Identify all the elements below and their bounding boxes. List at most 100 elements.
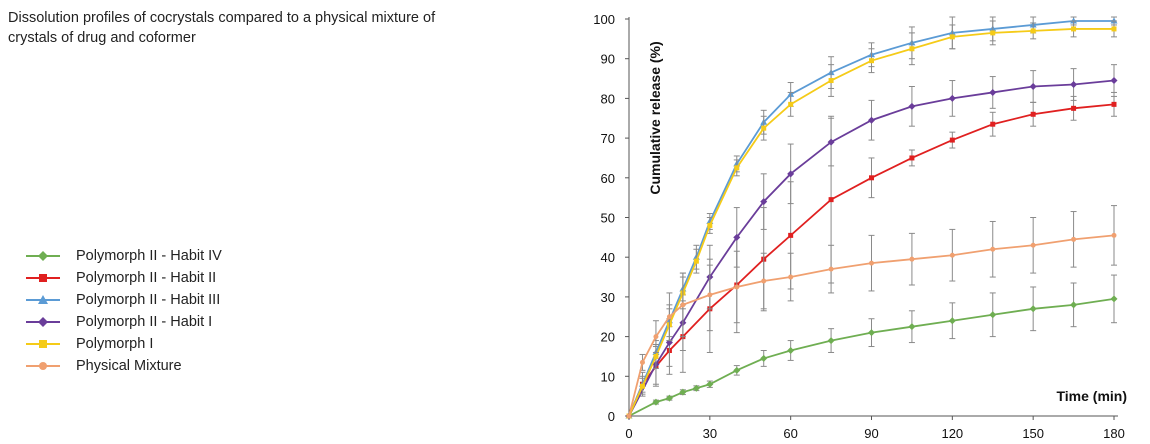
data-point xyxy=(653,334,659,340)
chart-legend: Polymorph II - Habit IV Polymorph II - H… xyxy=(26,245,222,377)
data-point xyxy=(1071,236,1077,242)
data-point xyxy=(949,137,955,143)
data-point xyxy=(734,165,740,171)
x-axis-title: Time (min) xyxy=(1056,388,1127,404)
legend-item-habit-iv: Polymorph II - Habit IV xyxy=(26,245,222,267)
y-tick-label: 40 xyxy=(601,250,615,265)
legend-marker xyxy=(39,274,47,282)
x-tick-label: 180 xyxy=(1103,426,1125,441)
series-line xyxy=(628,20,1114,417)
data-point xyxy=(989,311,997,319)
data-point xyxy=(733,233,741,241)
data-point xyxy=(761,125,767,131)
data-point xyxy=(761,278,767,284)
legend-item-habit-iii: Polymorph II - Habit III xyxy=(26,289,222,311)
data-point xyxy=(733,366,741,374)
data-point xyxy=(949,34,955,40)
legend-marker xyxy=(38,251,48,261)
legend-swatch xyxy=(26,274,60,282)
data-point xyxy=(760,198,768,206)
data-point xyxy=(908,102,916,110)
legend-label: Polymorph II - Habit IV xyxy=(76,248,222,264)
series-2 xyxy=(625,16,1118,419)
y-tick-label: 0 xyxy=(608,409,615,424)
data-point xyxy=(1111,101,1117,107)
data-point xyxy=(1029,82,1037,90)
y-tick-label: 20 xyxy=(601,330,615,345)
legend-label: Polymorph II - Habit III xyxy=(76,292,221,308)
y-tick-label: 90 xyxy=(601,52,615,67)
data-point xyxy=(868,329,875,337)
legend-label: Polymorph II - Habit I xyxy=(76,314,213,330)
data-point xyxy=(1111,232,1117,238)
legend-swatch xyxy=(26,362,60,370)
x-tick-label: 90 xyxy=(864,426,878,441)
data-point xyxy=(734,284,740,290)
data-point xyxy=(869,58,874,64)
data-point xyxy=(948,317,956,325)
legend-label: Polymorph I xyxy=(76,336,154,352)
data-point xyxy=(828,266,834,272)
data-point xyxy=(665,394,673,402)
legend-label: Polymorph II - Habit II xyxy=(76,270,217,286)
data-point xyxy=(639,383,645,389)
legend-item-habit-i: Polymorph II - Habit I xyxy=(26,311,222,333)
legend-swatch xyxy=(26,251,60,261)
data-point xyxy=(909,46,915,52)
data-point xyxy=(652,398,660,406)
legend-marker xyxy=(38,317,48,327)
series-5 xyxy=(626,205,1117,419)
data-point xyxy=(692,384,700,392)
x-tick-label: 60 xyxy=(783,426,797,441)
data-point xyxy=(1030,242,1036,248)
y-tick-label: 70 xyxy=(601,131,615,146)
x-tick-label: 150 xyxy=(1022,426,1044,441)
legend-marker xyxy=(38,295,48,304)
data-point xyxy=(707,222,713,228)
data-point xyxy=(908,323,916,331)
y-tick-label: 60 xyxy=(601,171,615,186)
data-point xyxy=(1030,111,1036,117)
data-point xyxy=(1030,28,1036,34)
data-point xyxy=(989,88,997,96)
data-point xyxy=(868,116,875,124)
data-point xyxy=(869,175,874,181)
data-point xyxy=(1071,26,1077,32)
legend-swatch xyxy=(26,340,60,348)
data-point xyxy=(626,413,632,419)
data-point xyxy=(693,258,699,264)
data-point xyxy=(707,292,713,298)
data-point xyxy=(990,30,996,36)
y-tick-label: 30 xyxy=(601,290,615,305)
data-point xyxy=(909,155,915,161)
series-4 xyxy=(626,20,1117,419)
legend-swatch xyxy=(26,295,60,304)
data-point xyxy=(787,170,795,178)
data-point xyxy=(788,101,794,107)
y-tick-label: 10 xyxy=(601,369,615,384)
data-point xyxy=(679,388,687,396)
data-point xyxy=(666,314,672,320)
data-point xyxy=(1110,77,1118,85)
data-point xyxy=(948,94,956,102)
y-tick-label: 50 xyxy=(601,211,615,226)
data-point xyxy=(990,246,996,252)
data-point xyxy=(706,380,714,388)
figure-caption: Dissolution profiles of cocrystals compa… xyxy=(8,10,436,46)
legend-item-physical-mixture: Physical Mixture xyxy=(26,355,222,377)
legend-label: Physical Mixture xyxy=(76,358,182,374)
series-line xyxy=(628,79,1115,417)
y-tick-label: 80 xyxy=(601,91,615,106)
data-point xyxy=(788,232,794,238)
legend-marker xyxy=(39,340,47,348)
data-point xyxy=(827,138,835,146)
legend-item-habit-ii: Polymorph II - Habit II xyxy=(26,267,222,289)
x-tick-label: 120 xyxy=(941,426,963,441)
data-point xyxy=(787,346,795,354)
y-tick-label: 100 xyxy=(593,12,615,27)
series-line xyxy=(628,28,1114,417)
data-point xyxy=(949,252,955,258)
data-point xyxy=(990,121,996,127)
legend-item-polymorph-i: Polymorph I xyxy=(26,333,222,355)
